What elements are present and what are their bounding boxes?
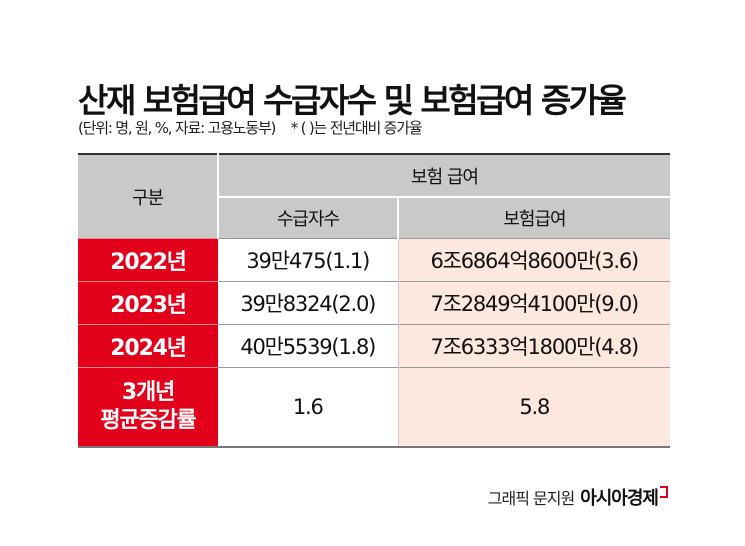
header-recipients: 수급자수 [218, 197, 399, 239]
benefits-cell: 7조2849억4100만(9.0) [398, 281, 670, 325]
recipients-cell: 39만475(1.1) [218, 238, 399, 282]
table-row: 2024년 40만5539(1.8) 7조6333억1800만(4.8) [78, 324, 670, 368]
recipients-cell: 39만8324(2.0) [218, 281, 399, 325]
header-group-benefits: 보험 급여 [218, 154, 670, 198]
paren-note: * ( )는 전년대비 증가율 [290, 119, 423, 137]
row-label: 2023년 [78, 281, 218, 325]
brand-name: 아시아경제 [580, 488, 659, 509]
header-gubun: 구분 [78, 154, 219, 239]
avg-benefits-cell: 5.8 [398, 367, 670, 447]
recipients-cell: 40만5539(1.8) [218, 324, 399, 368]
credit-text: 그래픽 문지원 [487, 489, 575, 508]
header-benefits: 보험급여 [398, 197, 670, 239]
page-title: 산재 보험급여 수급자수 및 보험급여 증가율 [78, 81, 627, 120]
table-row: 2022년 39만475(1.1) 6조6864억8600만(3.6) [78, 238, 670, 282]
table-row: 2023년 39만8324(2.0) 7조2849억4100만(9.0) [78, 281, 670, 325]
avg-recipients-cell: 1.6 [218, 367, 399, 447]
unit-note: (단위: 명, 원, %, 자료: 고용노동부) [78, 119, 276, 137]
row-label-average: 3개년 평균증감률 [78, 367, 218, 447]
average-row: 3개년 평균증감률 1.6 5.8 [78, 367, 670, 447]
credit: 그래픽 문지원 아시아경제 [488, 484, 668, 510]
benefits-cell: 6조6864억8600만(3.6) [398, 238, 670, 282]
row-label: 2024년 [78, 324, 218, 368]
benefits-cell: 7조6333억1800만(4.8) [398, 324, 670, 368]
avg-label-line2: 평균증감률 [100, 408, 196, 433]
row-label: 2022년 [78, 238, 218, 282]
data-table: 구분 보험 급여 수급자수 보험급여 2022년 39만475(1.1) 6조6… [78, 153, 670, 448]
avg-label-line1: 3개년 [121, 380, 175, 405]
brand-logo-icon [660, 486, 668, 498]
subtitle: (단위: 명, 원, %, 자료: 고용노동부) * ( )는 전년대비 증가율 [78, 117, 423, 138]
